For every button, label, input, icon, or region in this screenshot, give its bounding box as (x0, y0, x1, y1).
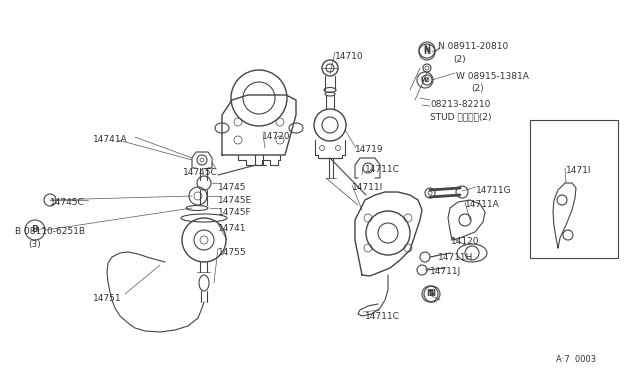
Text: B 08110-6251B: B 08110-6251B (15, 227, 85, 236)
Text: 14741: 14741 (218, 224, 246, 233)
Text: N 08911-20810: N 08911-20810 (438, 42, 508, 51)
Text: 14711l: 14711l (352, 183, 383, 192)
Text: 14745F: 14745F (218, 208, 252, 217)
Text: 14719: 14719 (355, 145, 383, 154)
Text: A·7  0003: A·7 0003 (556, 355, 596, 364)
Text: 14711G: 14711G (476, 186, 511, 195)
Text: STUD スタッド(2): STUD スタッド(2) (430, 112, 492, 121)
Text: 14711H: 14711H (438, 253, 474, 262)
Text: 14745C: 14745C (50, 198, 84, 207)
Text: B: B (31, 225, 38, 234)
Text: 14711J: 14711J (430, 267, 461, 276)
Text: 14751: 14751 (93, 294, 122, 303)
Text: 14120: 14120 (451, 237, 479, 246)
Bar (530, 120, 618, 258)
Text: N: N (429, 289, 435, 298)
Text: 14711C: 14711C (365, 165, 400, 174)
Text: 14755: 14755 (218, 248, 246, 257)
Text: (3): (3) (28, 240, 41, 249)
Text: 14711A: 14711A (465, 200, 500, 209)
Text: 14745E: 14745E (218, 196, 252, 205)
Text: W 08915-1381A: W 08915-1381A (456, 72, 529, 81)
Text: N: N (426, 289, 433, 298)
Text: 14745C: 14745C (183, 168, 218, 177)
Text: (2): (2) (453, 55, 466, 64)
Text: N: N (424, 45, 431, 55)
Text: 14711C: 14711C (365, 312, 400, 321)
Text: 1471l: 1471l (566, 166, 591, 175)
Text: N: N (424, 48, 431, 57)
Text: 08213-82210: 08213-82210 (430, 100, 490, 109)
Text: 14741A: 14741A (93, 135, 127, 144)
Text: W: W (421, 77, 429, 83)
Text: (2): (2) (471, 84, 484, 93)
Text: 14710: 14710 (335, 52, 364, 61)
Text: 14720: 14720 (262, 132, 291, 141)
Text: 14745: 14745 (218, 183, 246, 192)
